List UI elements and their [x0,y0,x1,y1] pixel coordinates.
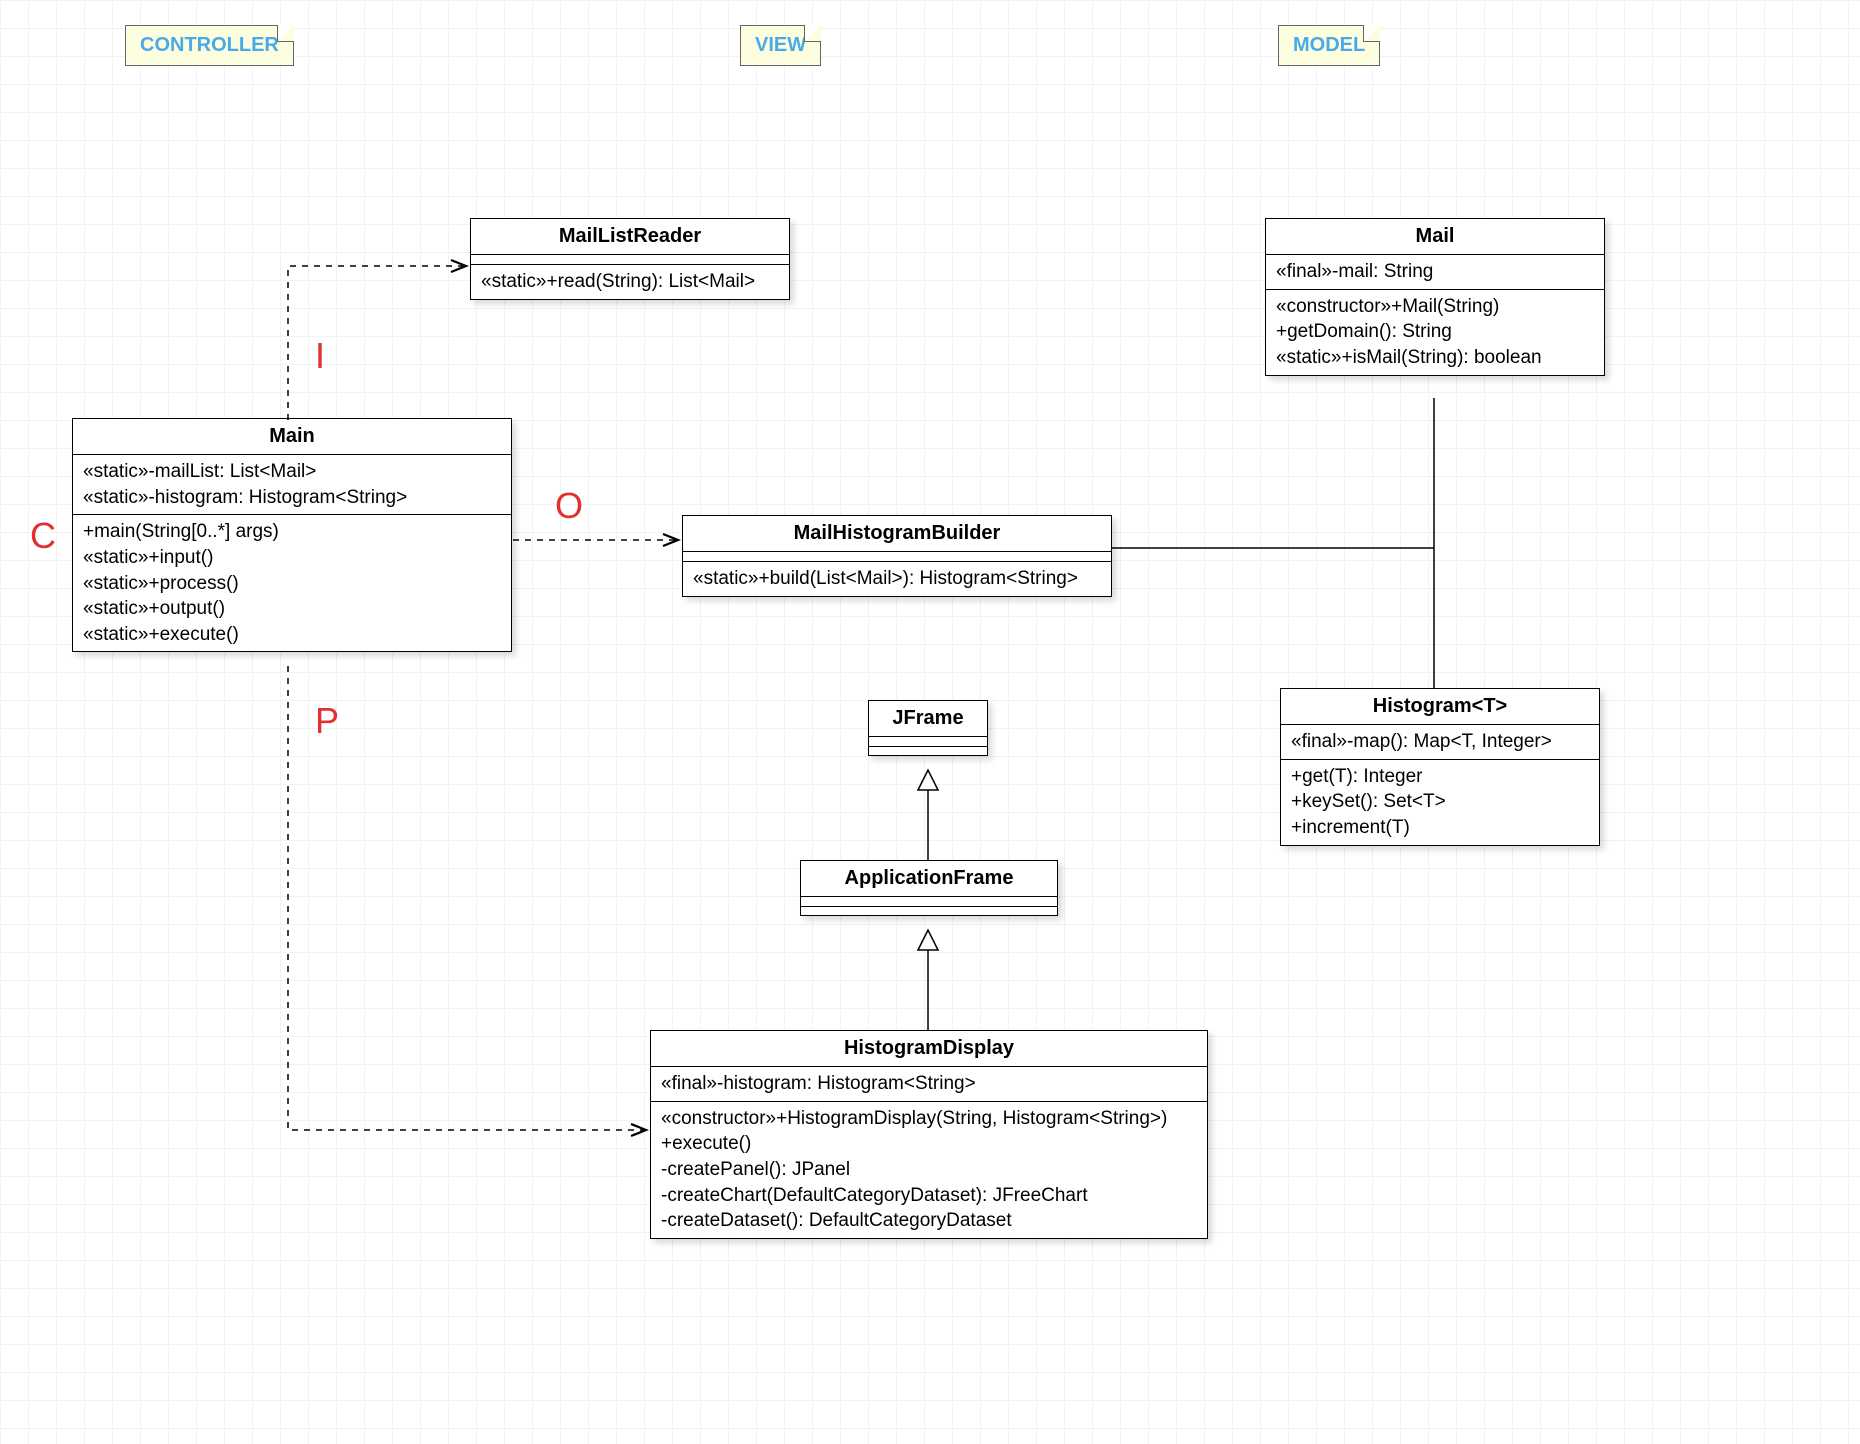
class-op: +increment(T) [1291,815,1589,841]
class-title: MailHistogramBuilder [683,516,1111,552]
class-op: +main(String[0..*] args) [83,519,501,545]
edge-main-display [288,666,646,1130]
class-attr: «final»-mail: String [1276,259,1594,285]
label-I: I [315,335,325,377]
class-attr: «static»-mailList: List<Mail> [83,459,501,485]
class-title: ApplicationFrame [801,861,1057,897]
class-main: Main «static»-mailList: List<Mail> «stat… [72,418,512,652]
class-op: -createDataset(): DefaultCategoryDataset [661,1208,1197,1234]
class-attr: «final»-map(): Map<T, Integer> [1291,729,1589,755]
class-attrs-empty [801,897,1057,907]
label-P: P [315,700,339,742]
class-title: Main [73,419,511,455]
class-op: -createChart(DefaultCategoryDataset): JF… [661,1183,1197,1209]
class-ops: «static»+read(String): List<Mail> [471,265,789,299]
note-model: MODEL [1278,25,1380,66]
class-ops: +main(String[0..*] args) «static»+input(… [73,515,511,651]
class-histogram: Histogram<T> «final»-map(): Map<T, Integ… [1280,688,1600,846]
class-op: «static»+isMail(String): boolean [1276,345,1594,371]
class-title: MailListReader [471,219,789,255]
class-op: «static»+read(String): List<Mail> [481,269,779,295]
class-title: JFrame [869,701,987,737]
class-op: «static»+input() [83,545,501,571]
class-op: «static»+execute() [83,622,501,648]
class-attrs: «final»-mail: String [1266,255,1604,290]
gen-arrow-appframe [918,930,938,950]
label-C: C [30,515,56,557]
label-O: O [555,485,583,527]
class-jframe: JFrame [868,700,988,756]
class-maillistreader: MailListReader «static»+read(String): Li… [470,218,790,300]
class-attrs-empty [869,737,987,747]
class-ops-empty [869,747,987,755]
class-ops: +get(T): Integer +keySet(): Set<T> +incr… [1281,760,1599,845]
class-op: +get(T): Integer [1291,764,1589,790]
class-ops: «constructor»+HistogramDisplay(String, H… [651,1102,1207,1238]
class-attrs-empty [683,552,1111,562]
class-op: «static»+process() [83,571,501,597]
class-ops-empty [801,907,1057,915]
class-attr: «final»-histogram: Histogram<String> [661,1071,1197,1097]
class-title: Mail [1266,219,1604,255]
class-title: HistogramDisplay [651,1031,1207,1067]
class-histogramdisplay: HistogramDisplay «final»-histogram: Hist… [650,1030,1208,1239]
class-attrs: «final»-histogram: Histogram<String> [651,1067,1207,1102]
class-op: «constructor»+HistogramDisplay(String, H… [661,1106,1197,1132]
class-mail: Mail «final»-mail: String «constructor»+… [1265,218,1605,376]
note-controller: CONTROLLER [125,25,294,66]
class-attr: «static»-histogram: Histogram<String> [83,485,501,511]
class-attrs: «final»-map(): Map<T, Integer> [1281,725,1599,760]
class-op: +execute() [661,1131,1197,1157]
class-op: «constructor»+Mail(String) [1276,294,1594,320]
class-op: -createPanel(): JPanel [661,1157,1197,1183]
class-op: +getDomain(): String [1276,319,1594,345]
gen-arrow-jframe [918,770,938,790]
class-attrs: «static»-mailList: List<Mail> «static»-h… [73,455,511,515]
class-op: +keySet(): Set<T> [1291,789,1589,815]
class-ops: «static»+build(List<Mail>): Histogram<St… [683,562,1111,596]
class-op: «static»+build(List<Mail>): Histogram<St… [693,566,1101,592]
class-attrs-empty [471,255,789,265]
class-op: «static»+output() [83,596,501,622]
class-title: Histogram<T> [1281,689,1599,725]
class-applicationframe: ApplicationFrame [800,860,1058,916]
class-mailhistogrambuilder: MailHistogramBuilder «static»+build(List… [682,515,1112,597]
class-ops: «constructor»+Mail(String) +getDomain():… [1266,290,1604,375]
note-view: VIEW [740,25,821,66]
